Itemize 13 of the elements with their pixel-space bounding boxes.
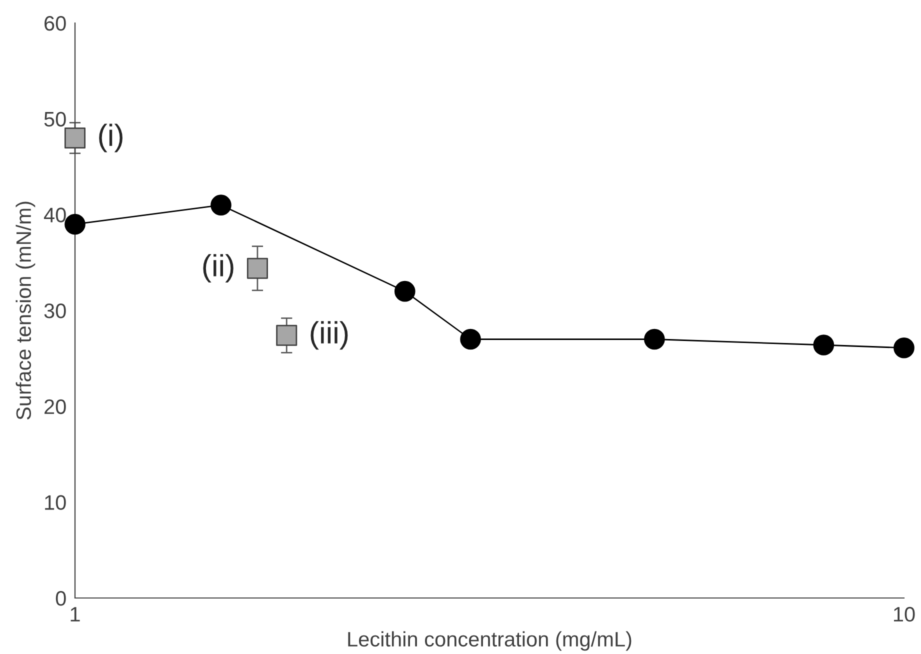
y-tick-label: 20 [44,399,66,414]
y-tick-label: 40 [44,208,66,222]
annotation: (iii) [310,321,348,350]
y-tick-label: 0 [56,591,66,606]
x-tick-label: 1 [70,607,80,622]
y-tick-label: 60 [44,16,66,31]
y-tick-label: 30 [44,304,66,318]
y-tick-label: 10 [45,495,66,510]
y-axis-title: Surface tension (mN/m) [16,202,36,420]
y-tick-label: 50 [44,112,66,127]
annotation: (ii) [203,254,234,283]
x-axis-title: Lecithin concentration (mg/mL) [348,631,632,651]
annotation: (i) [99,124,122,152]
